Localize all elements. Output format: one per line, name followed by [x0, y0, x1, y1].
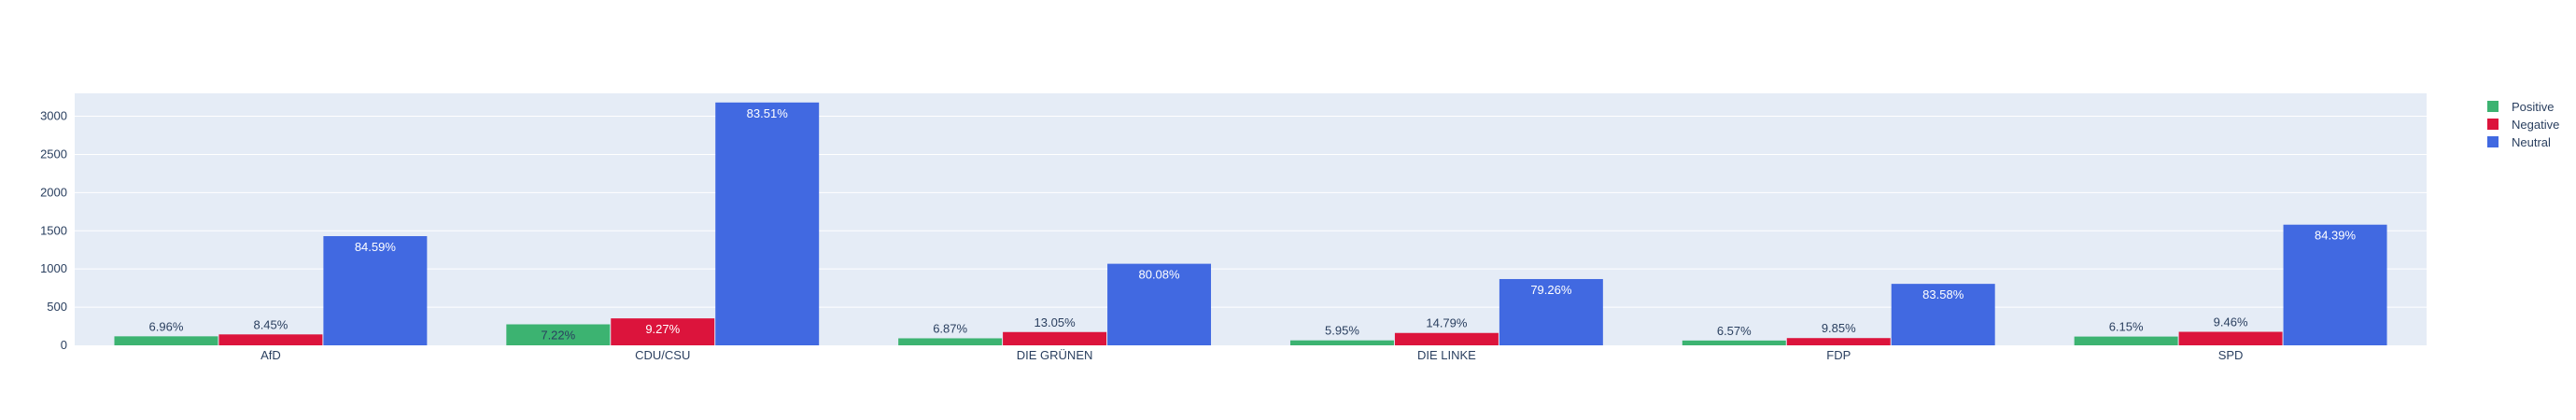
bar-negative[interactable] [2178, 331, 2283, 345]
y-tick-label: 2500 [40, 147, 67, 161]
y-tick-label: 3000 [40, 109, 67, 123]
bar-negative[interactable] [1786, 338, 1891, 345]
legend-label-neutral[interactable]: Neutral [2512, 135, 2551, 149]
x-tick-label: CDU/CSU [635, 348, 690, 362]
x-axis-ticks: AfD CDU/CSU DIE GRÜNEN DIE LINKE FDP SPD [260, 348, 2243, 362]
bar-positive[interactable] [1682, 340, 1786, 345]
x-tick-label: DIE LINKE [1417, 348, 1476, 362]
data-label: 7.22% [541, 329, 575, 343]
legend[interactable]: Positive Negative Neutral [2487, 100, 2559, 149]
y-tick-label: 500 [47, 300, 67, 314]
bar-positive[interactable] [1289, 340, 1394, 345]
data-label: 9.85% [1822, 321, 1856, 335]
data-label: 13.05% [1035, 315, 1077, 329]
y-tick-label: 1500 [40, 223, 67, 237]
bar-negative[interactable] [1003, 331, 1107, 345]
bar-neutral[interactable] [1107, 263, 1212, 345]
data-label: 83.51% [747, 106, 789, 120]
y-tick-label: 0 [61, 338, 67, 352]
bar-neutral[interactable] [323, 236, 428, 345]
x-tick-label: DIE GRÜNEN [1017, 348, 1093, 362]
bar-neutral[interactable] [2283, 224, 2387, 345]
gridlines [75, 116, 2427, 308]
bar-positive[interactable] [2074, 336, 2178, 345]
legend-swatch-positive[interactable] [2487, 101, 2499, 112]
data-label: 8.45% [253, 317, 288, 331]
x-tick-label: SPD [2218, 348, 2244, 362]
data-label: 83.58% [1922, 287, 1964, 301]
bar-neutral[interactable] [715, 102, 820, 346]
data-label: 84.39% [2315, 229, 2357, 243]
bar-negative[interactable] [1394, 332, 1499, 345]
x-tick-label: FDP [1826, 348, 1851, 362]
y-tick-label: 1000 [40, 261, 67, 275]
bar-positive[interactable] [898, 338, 1003, 345]
bar-positive[interactable] [114, 336, 218, 345]
bar-negative[interactable] [218, 334, 323, 345]
plot-background [75, 93, 2427, 345]
data-label: 9.46% [2214, 315, 2248, 329]
legend-label-positive[interactable]: Positive [2512, 100, 2555, 114]
legend-swatch-neutral[interactable] [2487, 136, 2499, 147]
bars: 6.96% 8.45% 84.59% 7.22% 9.27% 83.51% 6.87% 13.… [114, 102, 2387, 346]
data-label: 6.96% [149, 319, 184, 333]
bar-neutral[interactable] [1499, 278, 1603, 345]
data-label: 84.59% [355, 240, 397, 254]
legend-swatch-negative[interactable] [2487, 119, 2499, 130]
data-label: 9.27% [645, 322, 680, 336]
y-axis-ticks: 0 500 1000 1500 2000 2500 3000 [40, 109, 67, 352]
legend-label-negative[interactable]: Negative [2512, 118, 2559, 132]
x-tick-label: AfD [260, 348, 281, 362]
bar-negative[interactable] [611, 318, 715, 345]
data-label: 6.15% [2109, 320, 2144, 334]
data-label: 6.57% [1717, 324, 1752, 338]
data-label: 14.79% [1426, 316, 1468, 330]
bar-positive[interactable] [506, 324, 611, 346]
y-tick-label: 2000 [40, 185, 67, 199]
data-label: 80.08% [1138, 268, 1180, 282]
bar-neutral[interactable] [1891, 284, 1995, 345]
data-label: 79.26% [1530, 283, 1572, 297]
data-label: 5.95% [1325, 324, 1359, 338]
data-label: 6.87% [933, 321, 967, 335]
